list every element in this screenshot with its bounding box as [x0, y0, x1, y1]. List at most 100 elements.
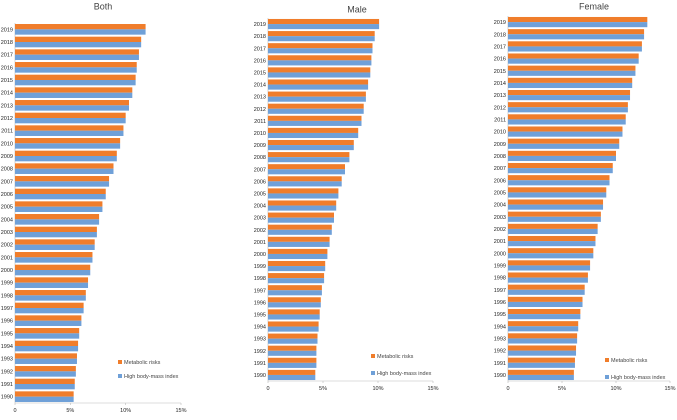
bar-metabolic-risks — [268, 345, 317, 351]
y-tick-label: 2007 — [494, 166, 506, 172]
bar-high-bmi — [268, 84, 369, 90]
bar-metabolic-risks — [508, 114, 626, 120]
bar-metabolic-risks — [508, 150, 616, 156]
bar-metabolic-risks — [15, 366, 76, 372]
bar-high-bmi — [15, 384, 75, 390]
bar-high-bmi — [508, 131, 623, 137]
bar-metabolic-risks — [508, 345, 577, 351]
y-tick-label: 2009 — [254, 143, 266, 149]
x-tick-label: 15% — [175, 408, 186, 414]
bar-metabolic-risks — [15, 138, 121, 144]
y-tick-label: 1996 — [254, 300, 266, 306]
y-tick-label: 2008 — [494, 154, 506, 160]
bar-metabolic-risks — [268, 188, 339, 194]
y-tick-label: 1994 — [254, 325, 266, 331]
bar-high-bmi — [268, 169, 345, 175]
y-tick-label: 2005 — [1, 205, 13, 211]
y-tick-label: 1990 — [1, 395, 13, 401]
y-tick-label: 1999 — [1, 281, 13, 287]
bar-high-bmi — [508, 204, 604, 210]
bar-high-bmi — [268, 193, 339, 199]
y-tick-label: 2003 — [494, 215, 506, 221]
bar-metabolic-risks — [15, 378, 75, 384]
y-tick-label: 2015 — [1, 78, 13, 84]
y-tick-label: 2011 — [254, 119, 266, 125]
y-tick-label: 2004 — [1, 217, 13, 223]
y-tick-label: 2000 — [494, 251, 506, 257]
y-tick-label: 2000 — [1, 268, 13, 274]
bar-high-bmi — [508, 241, 596, 247]
y-tick-label: 2019 — [494, 20, 506, 26]
bar-high-bmi — [508, 22, 648, 28]
bar-metabolic-risks — [508, 235, 596, 242]
bar-metabolic-risks — [268, 18, 380, 25]
y-tick-label: 1991 — [254, 361, 266, 367]
bar-metabolic-risks — [268, 273, 325, 279]
bar-high-bmi — [15, 42, 142, 48]
bar-metabolic-risks — [268, 67, 371, 73]
y-tick-label: 2003 — [1, 230, 13, 236]
x-tick-label: 5% — [319, 386, 327, 392]
bar-metabolic-risks — [268, 285, 322, 291]
bar-metabolic-risks — [268, 152, 350, 158]
bar-metabolic-risks — [15, 340, 79, 346]
bar-high-bmi — [268, 290, 322, 296]
bar-high-bmi — [15, 358, 77, 364]
y-tick-label: 1993 — [1, 357, 13, 363]
bar-high-bmi — [15, 130, 124, 136]
bar-metabolic-risks — [508, 223, 598, 229]
y-tick-label: 1991 — [1, 382, 13, 388]
legend-swatch — [371, 371, 375, 375]
y-tick-label: 2013 — [494, 93, 506, 99]
x-tick-label: 10% — [120, 408, 131, 414]
y-tick-label: 2002 — [1, 243, 13, 249]
bar-metabolic-risks — [268, 200, 337, 206]
bar-metabolic-risks — [508, 333, 578, 339]
y-tick-label: 2008 — [1, 167, 13, 173]
y-tick-label: 2019 — [254, 22, 266, 28]
bar-high-bmi — [15, 346, 79, 352]
legend-swatch — [605, 358, 609, 362]
bar-metabolic-risks — [268, 297, 321, 303]
y-tick-label: 2010 — [1, 141, 13, 147]
bar-metabolic-risks — [268, 248, 328, 254]
x-tick-label: 0 — [266, 386, 269, 392]
bar-high-bmi — [268, 362, 317, 368]
y-tick-label: 2010 — [494, 130, 506, 136]
legend-label: High body-mass index — [611, 375, 666, 381]
bar-metabolic-risks — [268, 31, 375, 37]
bar-metabolic-risks — [268, 260, 326, 267]
y-tick-label: 2016 — [494, 57, 506, 63]
bar-high-bmi — [508, 155, 616, 162]
bar-metabolic-risks — [508, 126, 623, 132]
bar-metabolic-risks — [15, 391, 74, 397]
bar-high-bmi — [268, 229, 332, 235]
legend-label: High body-mass index — [124, 374, 179, 380]
bar-metabolic-risks — [15, 163, 114, 169]
bar-metabolic-risks — [508, 357, 575, 363]
y-tick-label: 2005 — [254, 191, 266, 197]
y-tick-label: 2015 — [494, 69, 506, 75]
bar-high-bmi — [508, 326, 579, 332]
legend-label: Metabolic risks — [124, 360, 161, 366]
y-tick-label: 2018 — [254, 34, 266, 40]
bar-high-bmi — [268, 181, 342, 187]
y-tick-label: 1997 — [254, 288, 266, 294]
bar-metabolic-risks — [508, 77, 633, 83]
x-tick-label: 5% — [558, 386, 566, 392]
y-tick-label: 2016 — [1, 65, 13, 71]
bar-metabolic-risks — [15, 150, 117, 156]
legend-label: Metabolic risks — [377, 354, 414, 360]
bar-high-bmi — [15, 244, 95, 250]
bar-high-bmi — [508, 350, 577, 356]
bar-metabolic-risks — [508, 41, 642, 47]
bar-metabolic-risks — [15, 252, 93, 258]
bar-metabolic-risks — [268, 91, 366, 97]
bar-high-bmi — [15, 105, 129, 111]
bar-metabolic-risks — [268, 43, 373, 49]
y-tick-label: 2011 — [494, 117, 506, 123]
bar-metabolic-risks — [268, 321, 319, 327]
bar-high-bmi — [268, 241, 330, 247]
bar-high-bmi — [508, 180, 610, 186]
bar-high-bmi — [268, 217, 334, 223]
